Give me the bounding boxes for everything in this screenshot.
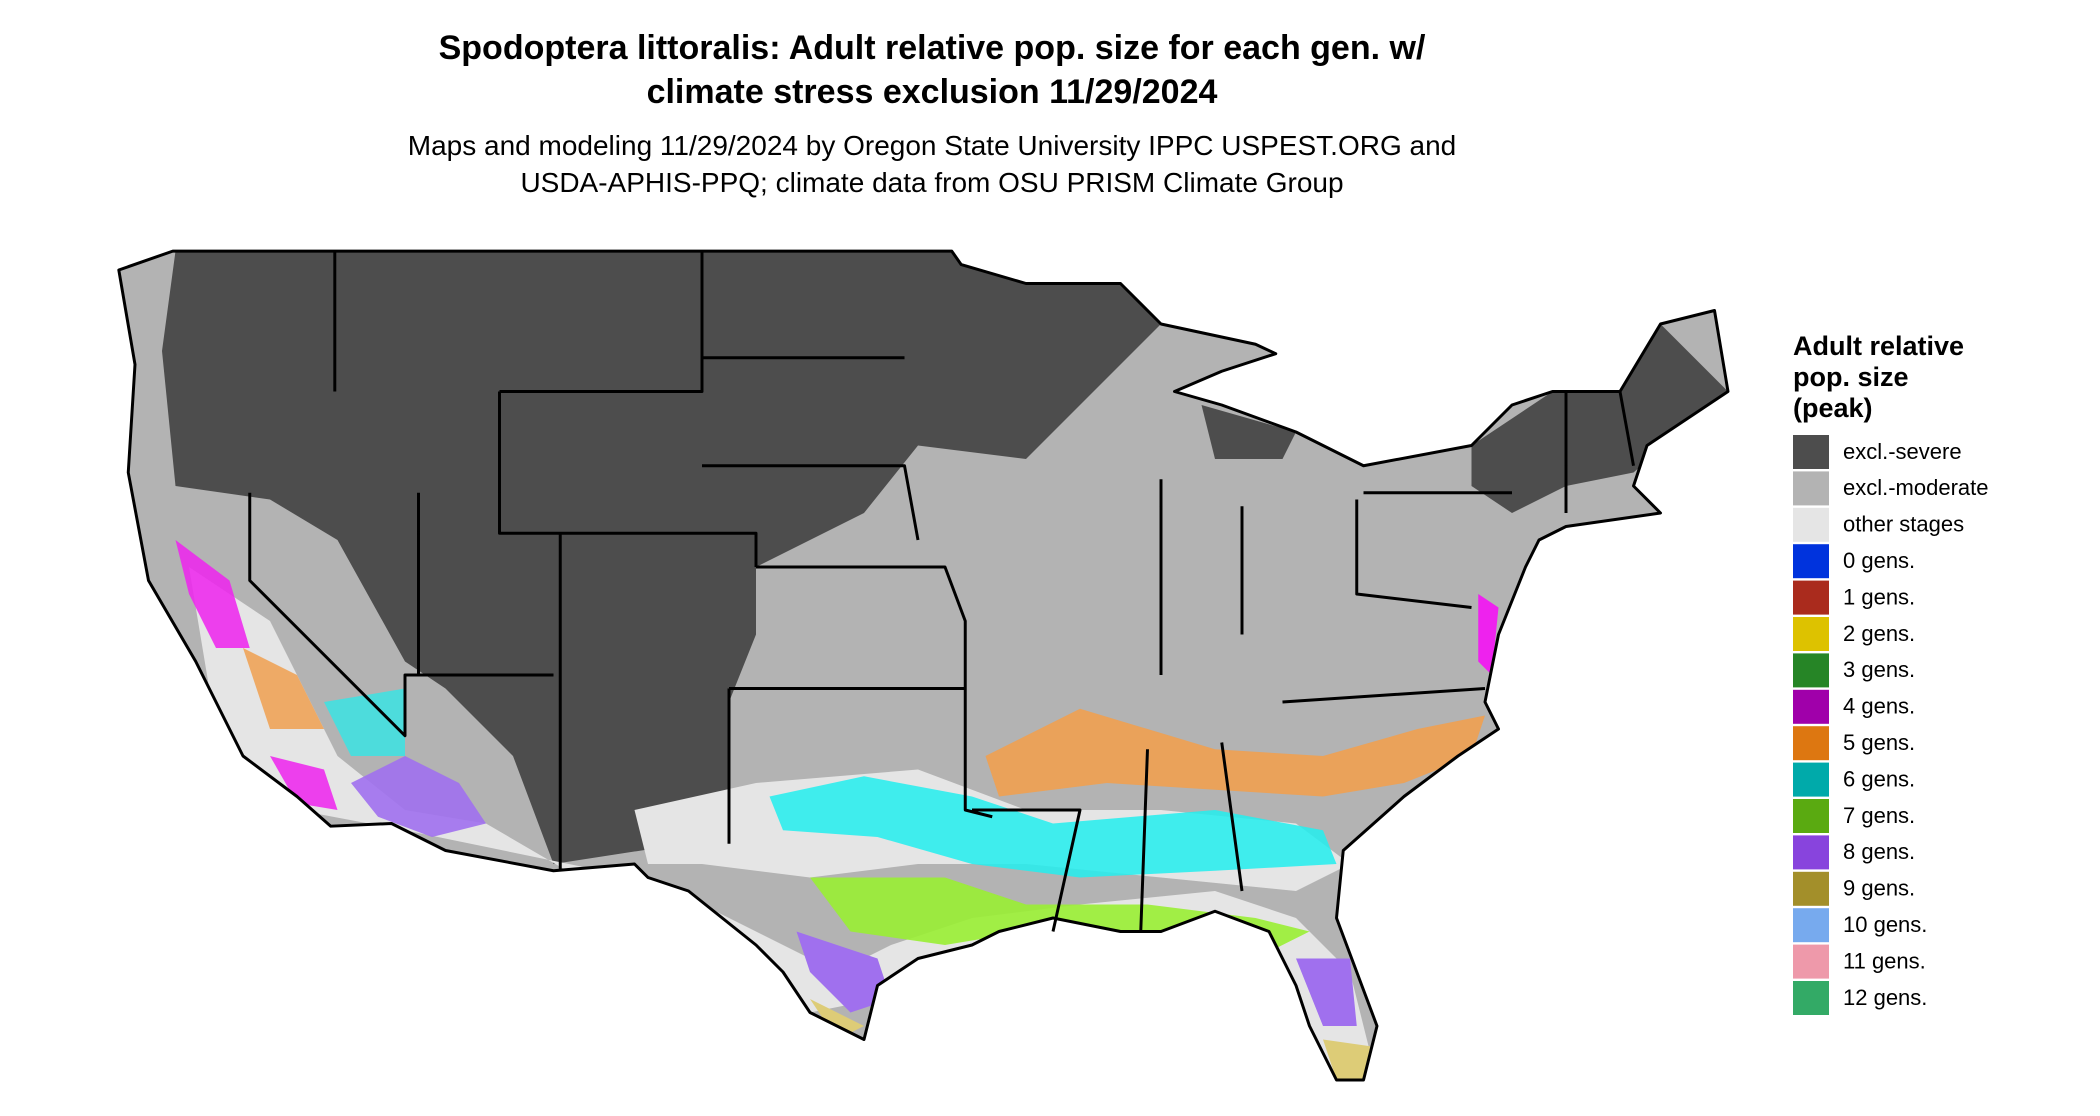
- legend-swatch: [1793, 544, 1829, 579]
- legend-label: 0 gens.: [1843, 548, 1915, 573]
- legend-label: 6 gens.: [1843, 766, 1915, 791]
- title-line: climate stress exclusion 11/29/2024: [647, 73, 1218, 111]
- legend-title: pop. size: [1793, 362, 1909, 392]
- legend-label: 7 gens.: [1843, 803, 1915, 828]
- legend-label: 5 gens.: [1843, 730, 1915, 755]
- subtitle-line: Maps and modeling 11/29/2024 by Oregon S…: [408, 130, 1456, 161]
- legend-swatch: [1793, 871, 1829, 906]
- legend-swatch: [1793, 471, 1829, 506]
- map: [117, 249, 1730, 1082]
- legend-label: 9 gens.: [1843, 876, 1915, 901]
- legend-swatch: [1793, 726, 1829, 761]
- subtitle-line: USDA-APHIS-PPQ; climate data from OSU PR…: [520, 167, 1343, 198]
- legend-title: (peak): [1793, 393, 1873, 423]
- legend-swatch: [1793, 908, 1829, 943]
- legend-label: 10 gens.: [1843, 912, 1927, 937]
- legend-swatch: [1793, 944, 1829, 979]
- legend-swatch: [1793, 689, 1829, 724]
- legend-swatch: [1793, 507, 1829, 542]
- legend-label: 3 gens.: [1843, 657, 1915, 682]
- legend-swatch: [1793, 981, 1829, 1015]
- legend-label: excl.-moderate: [1843, 475, 1989, 500]
- legend: Adult relative pop. size (peak) excl.-se…: [1793, 331, 1989, 1015]
- legend-label: other stages: [1843, 512, 1964, 537]
- legend-swatch: [1793, 653, 1829, 688]
- legend-swatch: [1793, 617, 1829, 651]
- legend-label: 4 gens.: [1843, 694, 1915, 719]
- legend-title: Adult relative: [1793, 331, 1964, 361]
- title-line: Spodoptera littoralis: Adult relative po…: [439, 29, 1426, 67]
- legend-label: excl.-severe: [1843, 439, 1962, 464]
- legend-swatch: [1793, 835, 1829, 870]
- legend-label: 2 gens.: [1843, 621, 1915, 646]
- legend-swatch: [1793, 580, 1829, 615]
- legend-label: 1 gens.: [1843, 584, 1915, 609]
- legend-swatch: [1793, 435, 1829, 469]
- legend-label: 12 gens.: [1843, 985, 1927, 1010]
- legend-swatch: [1793, 762, 1829, 797]
- legend-label: 8 gens.: [1843, 839, 1915, 864]
- legend-swatch: [1793, 799, 1829, 833]
- legend-label: 11 gens.: [1843, 948, 1926, 973]
